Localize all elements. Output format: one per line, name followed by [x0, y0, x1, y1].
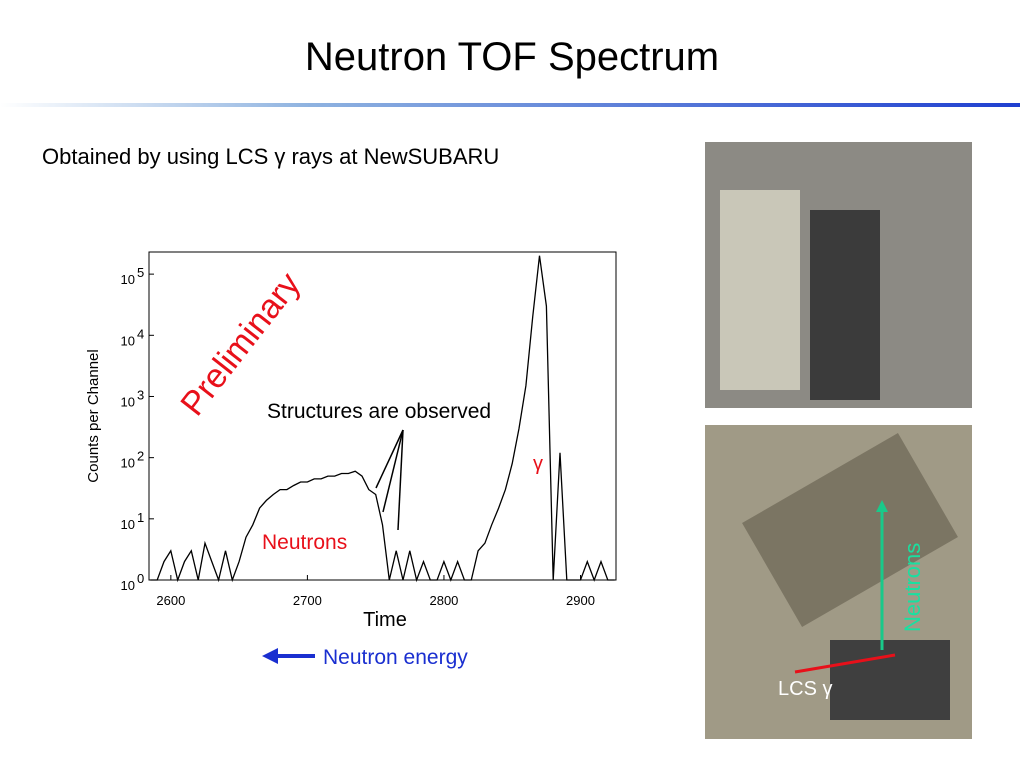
photo-label: Neutrons: [900, 543, 925, 632]
photo-detail: [742, 433, 958, 627]
lcs-arrow: [794, 653, 896, 674]
x-tick-label: 2700: [293, 593, 322, 608]
y-tick-label: 10: [121, 517, 135, 532]
arrow-label: Neutron energy: [323, 646, 468, 669]
slide-title: Neutron TOF Spectrum: [305, 35, 719, 79]
photo-detail: [830, 640, 950, 720]
photo-label: LCS γ: [778, 678, 832, 700]
spectrum-line: [150, 255, 615, 583]
annotation: γ: [533, 453, 543, 475]
x-tick-label: 2800: [429, 593, 458, 608]
pointer-arrows: [375, 429, 404, 531]
annotation: Structures are observed: [267, 400, 491, 423]
y-tick-label: 10: [121, 272, 135, 287]
x-tick-label: 2900: [566, 593, 595, 608]
x-tick-label: 2600: [156, 593, 185, 608]
annotation: Neutrons: [262, 531, 347, 554]
y-tick-label: 10: [121, 394, 135, 409]
title-rule: [0, 103, 1020, 107]
arrow-head: [876, 500, 888, 512]
x-axis-label: Time: [363, 609, 407, 631]
arrow-head: [262, 648, 278, 664]
photo-detail: [720, 190, 800, 390]
photo-detail: [810, 210, 880, 400]
y-tick-exponent: 3: [137, 387, 144, 402]
plot-frame: [148, 251, 617, 581]
y-tick-exponent: 1: [137, 510, 144, 525]
y-tick-label: 10: [121, 333, 135, 348]
y-tick-exponent: 2: [137, 449, 144, 464]
y-tick-label: 10: [121, 456, 135, 471]
y-tick-label: 10: [121, 578, 135, 593]
y-tick-exponent: 0: [137, 571, 144, 586]
y-tick-exponent: 4: [137, 326, 144, 341]
y-axis-label: Counts per Channel: [85, 349, 102, 482]
subtitle: Obtained by using LCS γ rays at NewSUBAR…: [42, 144, 499, 169]
y-tick-exponent: 5: [137, 265, 144, 280]
